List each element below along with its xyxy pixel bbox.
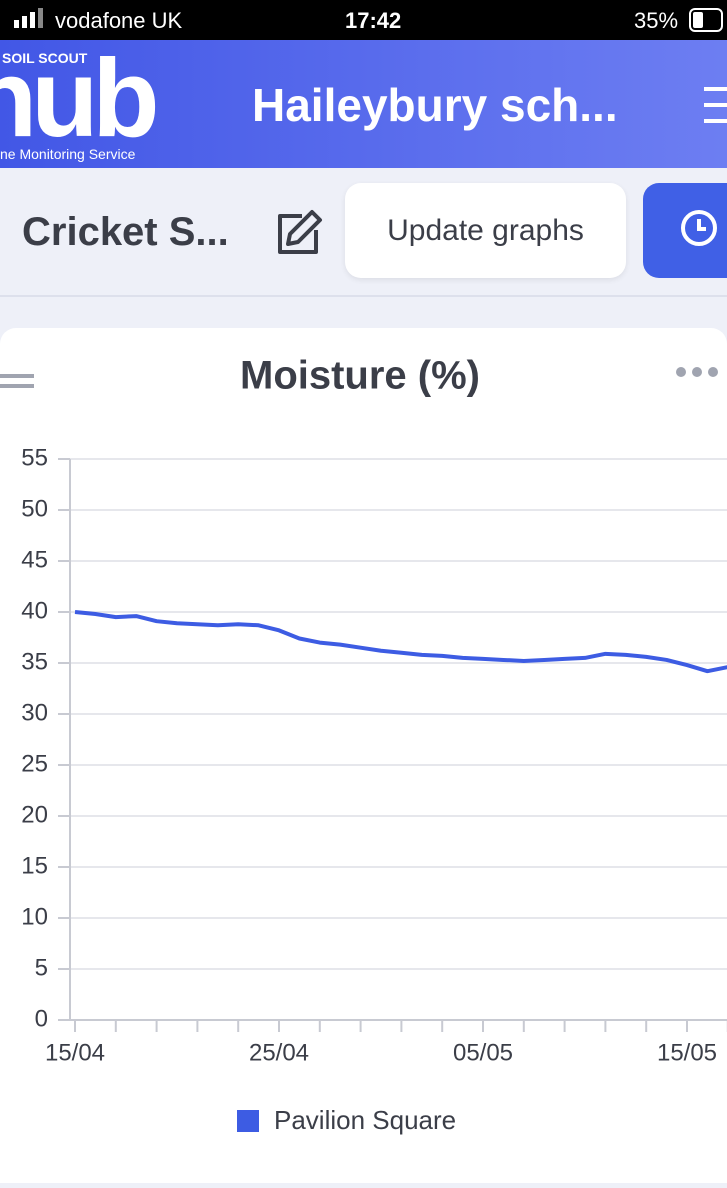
- toolbar: Cricket S... Update graphs: [0, 168, 727, 297]
- x-tick-label: 25/04: [249, 1039, 309, 1066]
- x-tick-label: 05/05: [453, 1039, 513, 1066]
- data-line: [74, 610, 727, 674]
- legend-label: Pavilion Square: [274, 1105, 456, 1135]
- clock-icon: [681, 210, 717, 246]
- battery-icon: [689, 8, 723, 32]
- y-tick-label: 20: [21, 801, 48, 828]
- y-tick-label: 45: [21, 546, 48, 573]
- status-bar: vodafone UK 17:42 35%: [0, 0, 727, 40]
- battery-level: 35%: [634, 8, 679, 33]
- y-tick-label: 25: [21, 750, 48, 777]
- y-tick-label: 55: [21, 444, 48, 471]
- y-tick-label: 5: [35, 954, 48, 981]
- carrier: vodafone UK: [55, 8, 183, 33]
- chart-card: Moisture (%) 0 5 10 15 20 25 30 35 40 45 50 55 15/04…: [0, 328, 727, 1183]
- y-tick-label: 40: [21, 597, 48, 624]
- app-header: SOIL SCOUT hub ne Monitoring Service Hai…: [0, 40, 727, 168]
- y-tick-label: 0: [35, 1005, 48, 1032]
- more-button[interactable]: [676, 367, 718, 377]
- chart: Moisture (%) 0 5 10 15 20 25 30 35 40 45 50 55 15/04…: [0, 354, 727, 1135]
- logo-subtitle: ne Monitoring Service: [0, 146, 136, 162]
- y-tick-label: 35: [21, 648, 48, 675]
- y-tick-label: 30: [21, 699, 48, 726]
- edit-button[interactable]: [272, 208, 324, 260]
- page-title: Cricket S...: [22, 210, 229, 254]
- drag-handle[interactable]: [0, 384, 34, 388]
- legend-swatch: [237, 1110, 259, 1132]
- x-tick-label: 15/05: [657, 1039, 717, 1066]
- drag-handle[interactable]: [0, 374, 34, 378]
- clock: 17:42: [345, 8, 402, 33]
- y-tick-label: 50: [21, 495, 48, 522]
- time-range-button[interactable]: [643, 183, 727, 278]
- logo: hub: [0, 40, 160, 160]
- logo-top: SOIL SCOUT: [2, 50, 88, 66]
- update-graphs-button[interactable]: Update graphs: [345, 183, 626, 278]
- site-title[interactable]: Haileybury sch...: [252, 79, 618, 131]
- chart-title: Moisture (%): [240, 354, 480, 398]
- x-tick-label: 15/04: [45, 1039, 105, 1066]
- y-tick-label: 15: [21, 852, 48, 879]
- signal-icon: [14, 8, 43, 28]
- y-tick-label: 10: [21, 903, 48, 930]
- menu-button[interactable]: [704, 85, 727, 125]
